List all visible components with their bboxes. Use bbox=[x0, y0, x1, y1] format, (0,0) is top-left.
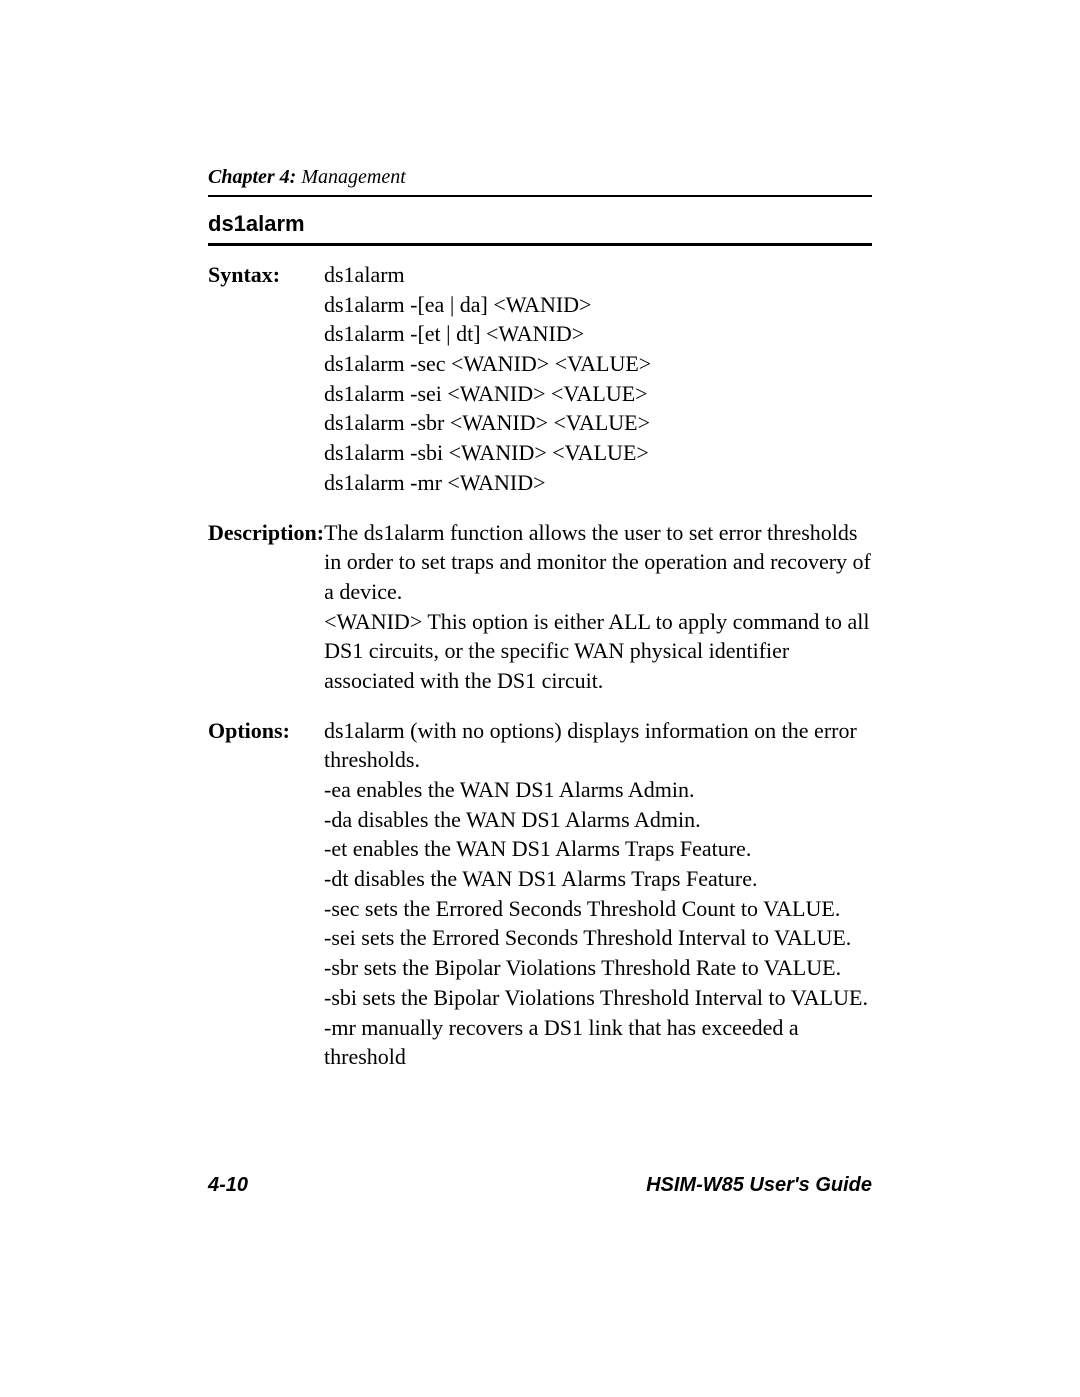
options-line: -dt disables the WAN DS1 Alarms Traps Fe… bbox=[324, 864, 872, 894]
syntax-line: ds1alarm bbox=[324, 260, 872, 290]
options-line: -sbr sets the Bipolar Violations Thresho… bbox=[324, 953, 872, 983]
header-rule bbox=[208, 195, 872, 197]
description-body: The ds1alarm function allows the user to… bbox=[324, 518, 872, 696]
options-body: ds1alarm (with no options) displays info… bbox=[324, 716, 872, 1072]
description-label: Description: bbox=[208, 518, 324, 696]
syntax-line: ds1alarm -[et | dt] <WANID> bbox=[324, 319, 872, 349]
page-footer: 4-10 HSIM-W85 User's Guide bbox=[208, 1174, 872, 1197]
options-label: Options: bbox=[208, 716, 324, 1072]
syntax-line: ds1alarm -[ea | da] <WANID> bbox=[324, 290, 872, 320]
syntax-line: ds1alarm -sec <WANID> <VALUE> bbox=[324, 349, 872, 379]
options-line: -sei sets the Errored Seconds Threshold … bbox=[324, 923, 872, 953]
description-section: Description: The ds1alarm function allow… bbox=[208, 518, 872, 696]
syntax-line: ds1alarm -sbi <WANID> <VALUE> bbox=[324, 438, 872, 468]
syntax-body: ds1alarm ds1alarm -[ea | da] <WANID> ds1… bbox=[324, 260, 872, 498]
options-line: -mr manually recovers a DS1 link that ha… bbox=[324, 1013, 872, 1072]
description-line: The ds1alarm function allows the user to… bbox=[324, 518, 872, 607]
chapter-name: Management bbox=[296, 166, 405, 188]
running-header: Chapter 4: Management bbox=[208, 166, 872, 189]
chapter-prefix: Chapter 4: bbox=[208, 166, 296, 188]
options-line: ds1alarm (with no options) displays info… bbox=[324, 716, 872, 775]
options-line: -ea enables the WAN DS1 Alarms Admin. bbox=[324, 775, 872, 805]
title-rule bbox=[208, 243, 872, 246]
page-container: Chapter 4: Management ds1alarm Syntax: d… bbox=[0, 0, 1080, 1397]
options-section: Options: ds1alarm (with no options) disp… bbox=[208, 716, 872, 1072]
options-line: -et enables the WAN DS1 Alarms Traps Fea… bbox=[324, 834, 872, 864]
syntax-line: ds1alarm -sei <WANID> <VALUE> bbox=[324, 379, 872, 409]
syntax-line: ds1alarm -mr <WANID> bbox=[324, 468, 872, 498]
description-line: <WANID> This option is either ALL to app… bbox=[324, 607, 872, 696]
options-line: -da disables the WAN DS1 Alarms Admin. bbox=[324, 805, 872, 835]
syntax-label: Syntax: bbox=[208, 260, 324, 498]
command-title: ds1alarm bbox=[208, 211, 872, 237]
syntax-line: ds1alarm -sbr <WANID> <VALUE> bbox=[324, 408, 872, 438]
guide-title: HSIM-W85 User's Guide bbox=[646, 1174, 872, 1197]
page-number: 4-10 bbox=[208, 1174, 248, 1197]
options-line: -sec sets the Errored Seconds Threshold … bbox=[324, 894, 872, 924]
syntax-section: Syntax: ds1alarm ds1alarm -[ea | da] <WA… bbox=[208, 260, 872, 498]
options-line: -sbi sets the Bipolar Violations Thresho… bbox=[324, 983, 872, 1013]
